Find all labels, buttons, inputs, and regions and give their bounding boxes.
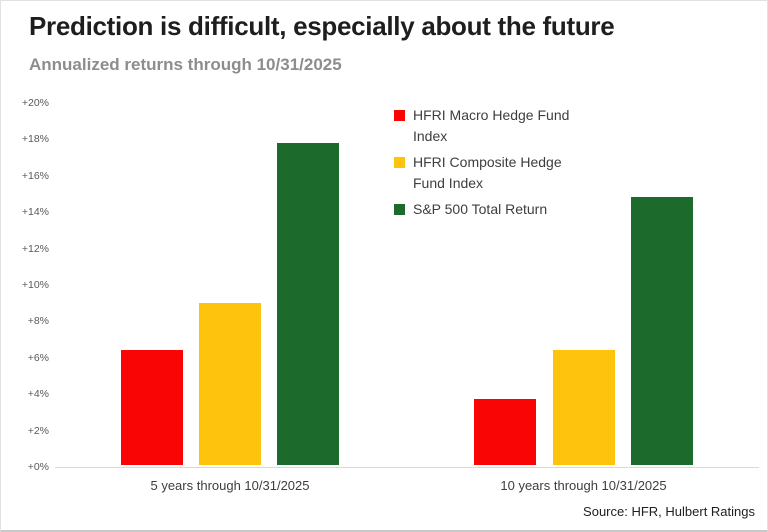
legend-swatch-icon	[394, 157, 405, 168]
legend-swatch-icon	[394, 110, 405, 121]
y-tick-label: +4%	[27, 388, 49, 401]
y-tick-label: +14%	[21, 206, 49, 219]
bar-s-p-500-total-return	[277, 143, 339, 465]
legend-label: HFRI Composite Hedge Fund Index	[413, 154, 562, 191]
bar-group	[121, 143, 339, 465]
legend-swatch-icon	[394, 204, 405, 215]
legend-item: HFRI Composite Hedge Fund Index	[394, 152, 586, 194]
y-tick-label: +2%	[27, 424, 49, 437]
x-axis-line	[55, 467, 759, 468]
y-tick-label: +18%	[21, 133, 49, 146]
y-tick-label: +8%	[27, 315, 49, 328]
legend-label: S&P 500 Total Return	[413, 201, 548, 217]
bar-group	[474, 197, 693, 465]
bar-hfri-composite-hedge-fund-index	[552, 350, 615, 465]
bar-hfri-composite-hedge-fund-index	[199, 303, 261, 465]
source-attribution: Source: HFR, Hulbert Ratings	[583, 504, 755, 519]
legend-item: HFRI Macro Hedge Fund Index	[394, 105, 586, 147]
chart-title: Prediction is difficult, especially abou…	[29, 11, 615, 41]
bar-hfri-macro-hedge-fund-index	[121, 350, 183, 465]
legend-label: HFRI Macro Hedge Fund Index	[413, 107, 570, 144]
legend: HFRI Macro Hedge Fund Index HFRI Composit…	[394, 105, 586, 225]
legend-item: S&P 500 Total Return	[394, 199, 586, 220]
y-tick-label: +20%	[21, 97, 49, 109]
y-tick-label: +6%	[27, 351, 49, 364]
x-category-label: 5 years through 10/31/2025	[150, 478, 310, 493]
y-tick-label: +0%	[27, 461, 49, 473]
y-tick-label: +12%	[21, 242, 49, 255]
y-tick-label: +16%	[21, 169, 49, 182]
chart-subtitle: Annualized returns through 10/31/2025	[29, 55, 342, 74]
x-category-label: 10 years through 10/31/2025	[500, 478, 667, 493]
bar-s-p-500-total-return	[631, 197, 693, 465]
y-tick-label: +10%	[21, 279, 49, 291]
bar-hfri-macro-hedge-fund-index	[474, 399, 536, 465]
